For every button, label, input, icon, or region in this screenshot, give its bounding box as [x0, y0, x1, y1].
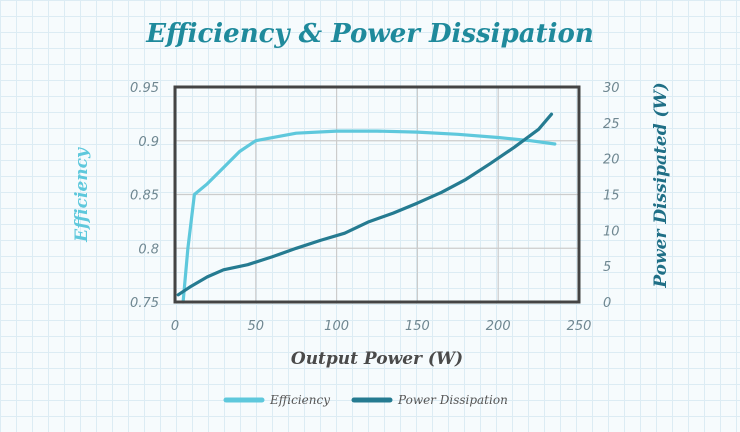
- legend-label-efficiency: Efficiency: [269, 393, 330, 407]
- power-dissipation-series-line: [176, 112, 554, 297]
- y-right-tick-label: 10: [603, 224, 620, 239]
- y-left-tick-label: 0.75: [130, 296, 159, 311]
- y-left-tick-label: 0.8: [138, 242, 159, 257]
- y-right-tick-label: 0: [603, 296, 611, 311]
- grid-layer: [174, 86, 580, 303]
- y-left-tick-label: 0.9: [138, 135, 159, 150]
- y-left-tick-label: 0.95: [130, 81, 159, 96]
- x-axis-label: Output Power (W): [291, 349, 463, 369]
- series-layer: [176, 112, 557, 304]
- x-tick-label: 0: [171, 319, 179, 334]
- x-tick-label: 50: [248, 319, 265, 334]
- y-right-tick-label: 20: [603, 153, 620, 168]
- legend: Efficiency Power Dissipation: [223, 393, 508, 407]
- x-tick-label: 150: [405, 319, 430, 334]
- y-right-tick-label: 5: [603, 260, 611, 275]
- y-right-tick-label: 25: [603, 117, 620, 132]
- plot-frame: [173, 85, 581, 304]
- y-left-tick-label: 0.85: [130, 189, 159, 204]
- y-axis-left-label: Efficiency: [72, 147, 92, 243]
- efficiency-series-line: [181, 129, 557, 304]
- chart-title: Efficiency & Power Dissipation: [145, 19, 593, 49]
- x-tick-label: 100: [324, 319, 349, 334]
- y-right-tick-label: 15: [603, 189, 620, 204]
- x-tick-label: 200: [486, 319, 511, 334]
- tick-layer: 0 50 100 150 200 250 0.75 0.8 0.85 0.9 0.95 0 5 10 15 2…: [130, 81, 620, 334]
- legend-label-power: Power Dissipation: [397, 393, 508, 407]
- x-tick-label: 250: [567, 319, 592, 334]
- y-axis-right-label: Power Dissipated (W): [651, 82, 671, 288]
- y-right-tick-label: 30: [603, 81, 620, 96]
